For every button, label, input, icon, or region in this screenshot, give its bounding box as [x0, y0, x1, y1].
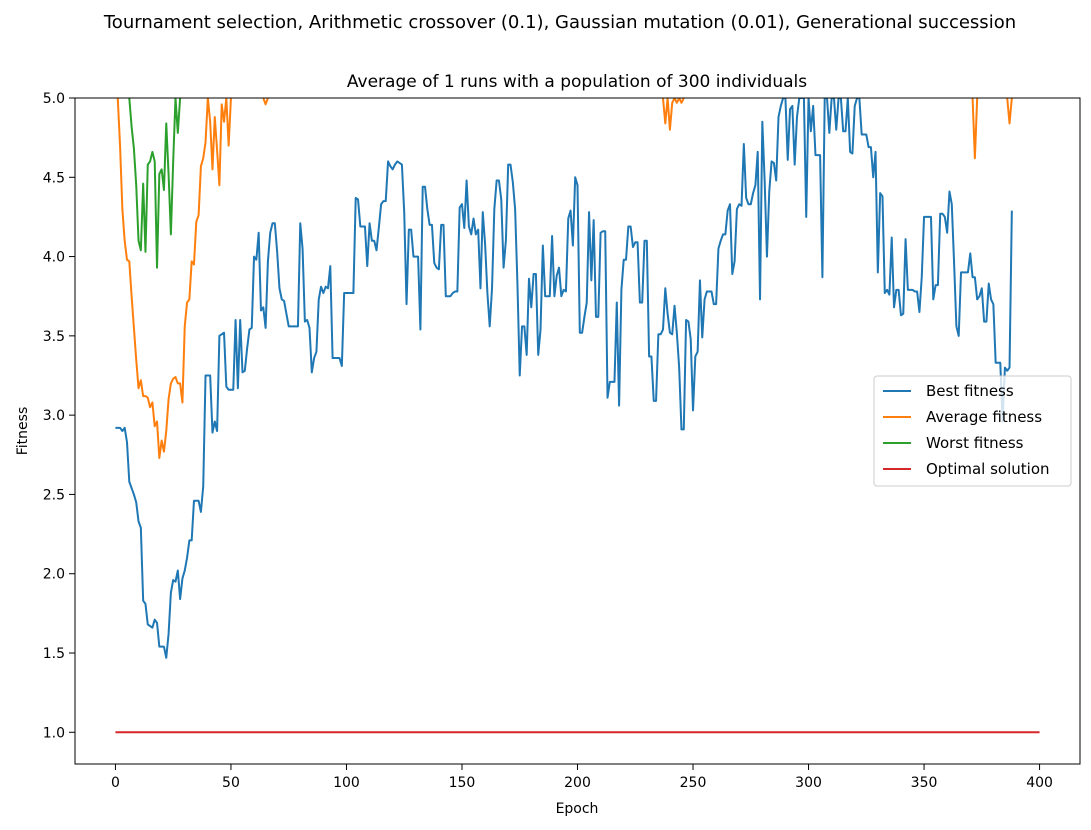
figure-suptitle: Tournament selection, Arithmetic crossov… [103, 12, 1016, 33]
y-axis: 1.0 1.5 2.0 2.5 3.0 3.5 4.0 4.5 5.0 [43, 91, 75, 741]
y-tick-label: 4.5 [43, 170, 65, 186]
x-tick-label: 100 [333, 775, 360, 791]
legend-label-average-fitness: Average fitness [926, 408, 1042, 426]
x-axis-label: Epoch [556, 801, 599, 817]
series-average-fitness-line [116, 98, 232, 459]
x-tick-label: 200 [564, 775, 591, 791]
legend-label-best-fitness: Best fitness [926, 382, 1014, 400]
x-tick-label: 150 [449, 775, 476, 791]
legend-label-optimal-solution: Optimal solution [926, 460, 1050, 478]
y-tick-label: 2.5 [43, 487, 65, 503]
series-average-fitness-line [1006, 98, 1013, 125]
x-tick-label: 250 [680, 775, 707, 791]
y-axis-label: Fitness [15, 407, 31, 456]
legend-label-worst-fitness: Worst fitness [926, 434, 1024, 452]
y-tick-label: 3.5 [43, 329, 65, 345]
legend-box [873, 375, 1072, 487]
series-average-fitness-line [262, 98, 269, 106]
y-tick-label: 5.0 [43, 91, 65, 107]
x-axis: 0 50 100 150 200 250 300 350 400 [111, 764, 1053, 791]
y-tick-label: 1.5 [43, 646, 65, 662]
x-tick-label: 350 [911, 775, 938, 791]
y-tick-label: 3.0 [43, 408, 65, 424]
y-tick-label: 4.0 [43, 250, 65, 266]
plot-area [115, 98, 1040, 734]
x-tick-label: 300 [795, 775, 822, 791]
legend: Best fitness Average fitness Worst fitness… [873, 375, 1072, 487]
x-tick-label: 0 [111, 775, 120, 791]
y-tick-label: 1.0 [43, 725, 65, 741]
x-tick-label: 400 [1026, 775, 1053, 791]
series-best-fitness-line [115, 98, 1013, 659]
series-worst-fitness-line [128, 98, 182, 269]
series-average-fitness-line [661, 98, 685, 131]
series-average-fitness-line [971, 98, 979, 160]
chart-title: Average of 1 runs with a population of 3… [347, 72, 807, 92]
y-tick-label: 2.0 [43, 567, 65, 583]
x-tick-label: 50 [222, 775, 240, 791]
